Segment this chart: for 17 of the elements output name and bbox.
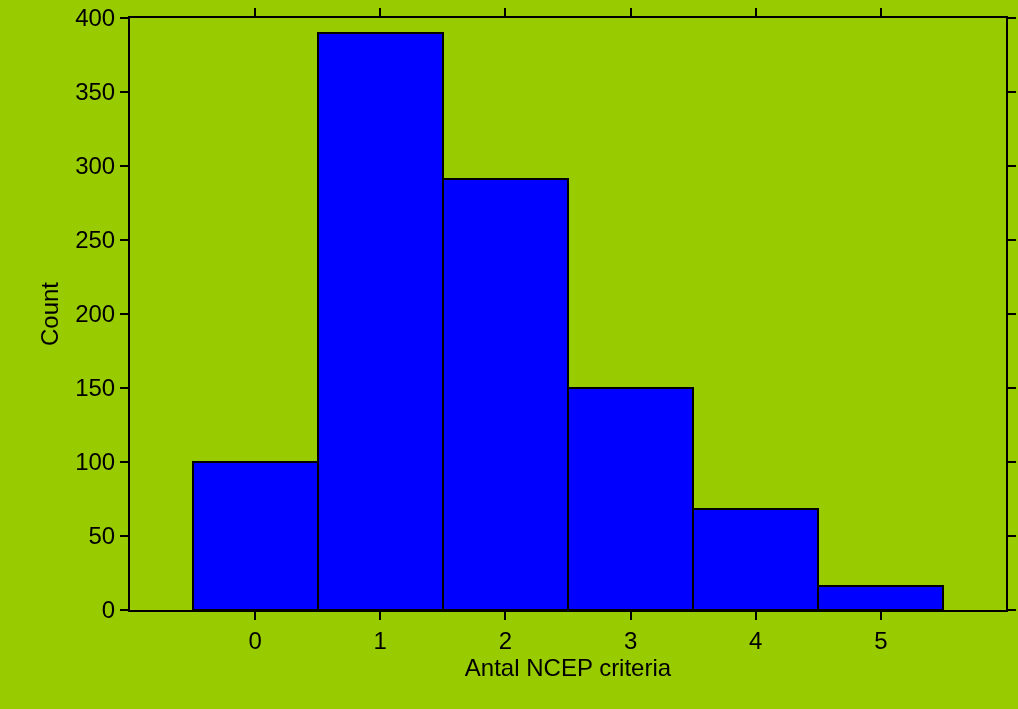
x-tick-label: 1 (373, 626, 387, 654)
y-tick-label: 350 (75, 78, 116, 106)
y-axis-title: Count (35, 281, 63, 347)
y-tick-label: 0 (101, 596, 116, 624)
x-tick-label: 3 (623, 626, 638, 654)
y-tick-label: 50 (88, 522, 116, 550)
x-tick-label: 5 (874, 626, 888, 654)
y-tick-label: 400 (75, 4, 116, 32)
x-tick-label: 4 (749, 626, 763, 654)
y-tick-label: 300 (75, 152, 116, 180)
x-tick-label: 0 (248, 626, 262, 654)
y-tick-label: 100 (75, 448, 116, 476)
x-axis-title: Antal NCEP criteria (464, 653, 672, 681)
y-tick-label: 250 (75, 226, 116, 254)
y-tick-label: 150 (75, 374, 116, 402)
y-tick-label: 200 (75, 300, 116, 328)
x-tick-label: 2 (498, 626, 513, 654)
